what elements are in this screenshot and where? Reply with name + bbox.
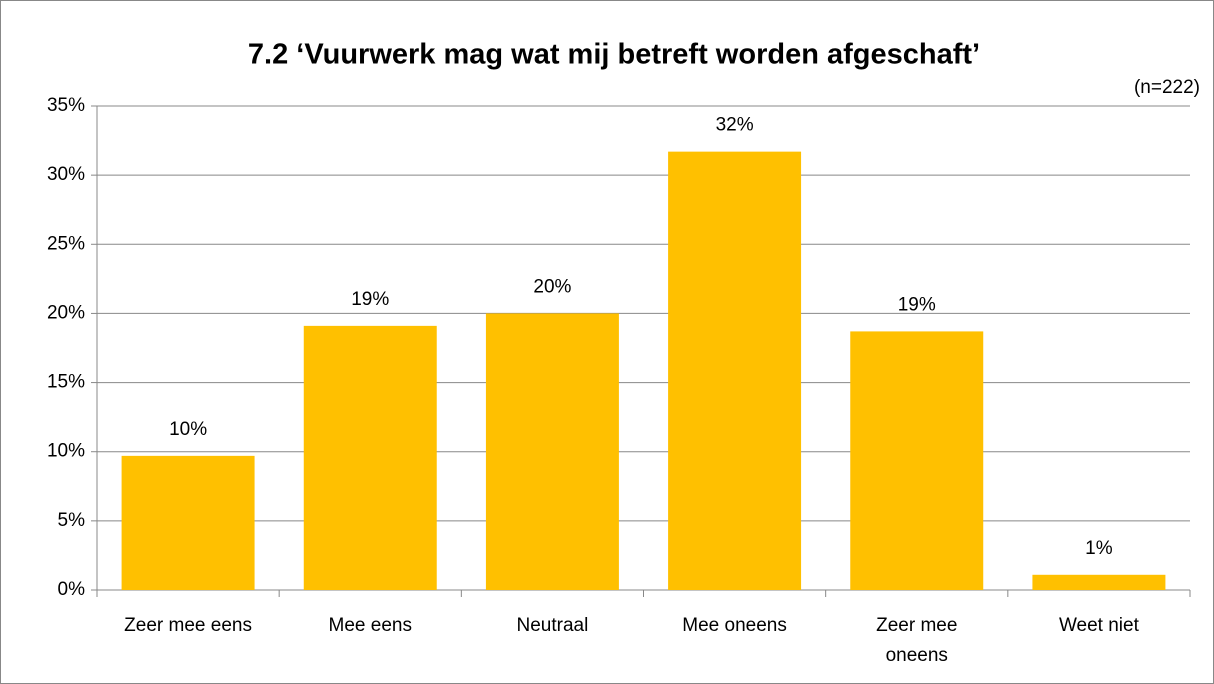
bar <box>668 151 802 591</box>
data-label: 32% <box>716 115 754 136</box>
y-tick-label: 35% <box>47 95 85 116</box>
data-label: 19% <box>898 294 936 315</box>
y-tick-label: 20% <box>47 302 85 323</box>
x-tick-label: Zeer mee eens <box>124 615 252 636</box>
x-tick-label: Mee eens <box>329 615 412 636</box>
x-tick-label: Neutraal <box>517 615 589 636</box>
x-tick-label: Zeer mee oneens <box>876 615 957 666</box>
x-tick-label: Weet niet <box>1059 615 1140 636</box>
data-label: 1% <box>1085 538 1113 559</box>
y-tick-label: 15% <box>47 372 85 393</box>
annotation: (n=222) <box>1134 77 1200 98</box>
data-label: 20% <box>533 276 571 297</box>
y-tick-label: 25% <box>47 233 85 254</box>
x-tick-label: Mee oneens <box>682 615 787 636</box>
chart-title: 7.2 ‘Vuurwerk mag wat mij betreft worden… <box>248 39 980 71</box>
y-tick-label: 0% <box>58 579 86 600</box>
data-label: 19% <box>351 289 389 310</box>
y-tick-label: 30% <box>47 164 85 185</box>
bar <box>1032 574 1166 590</box>
bar <box>485 313 619 590</box>
bar <box>850 331 984 590</box>
y-tick-label: 5% <box>58 510 86 531</box>
bar <box>121 455 255 590</box>
data-label: 10% <box>169 419 207 440</box>
bar <box>303 325 437 590</box>
y-tick-label: 10% <box>47 441 85 462</box>
